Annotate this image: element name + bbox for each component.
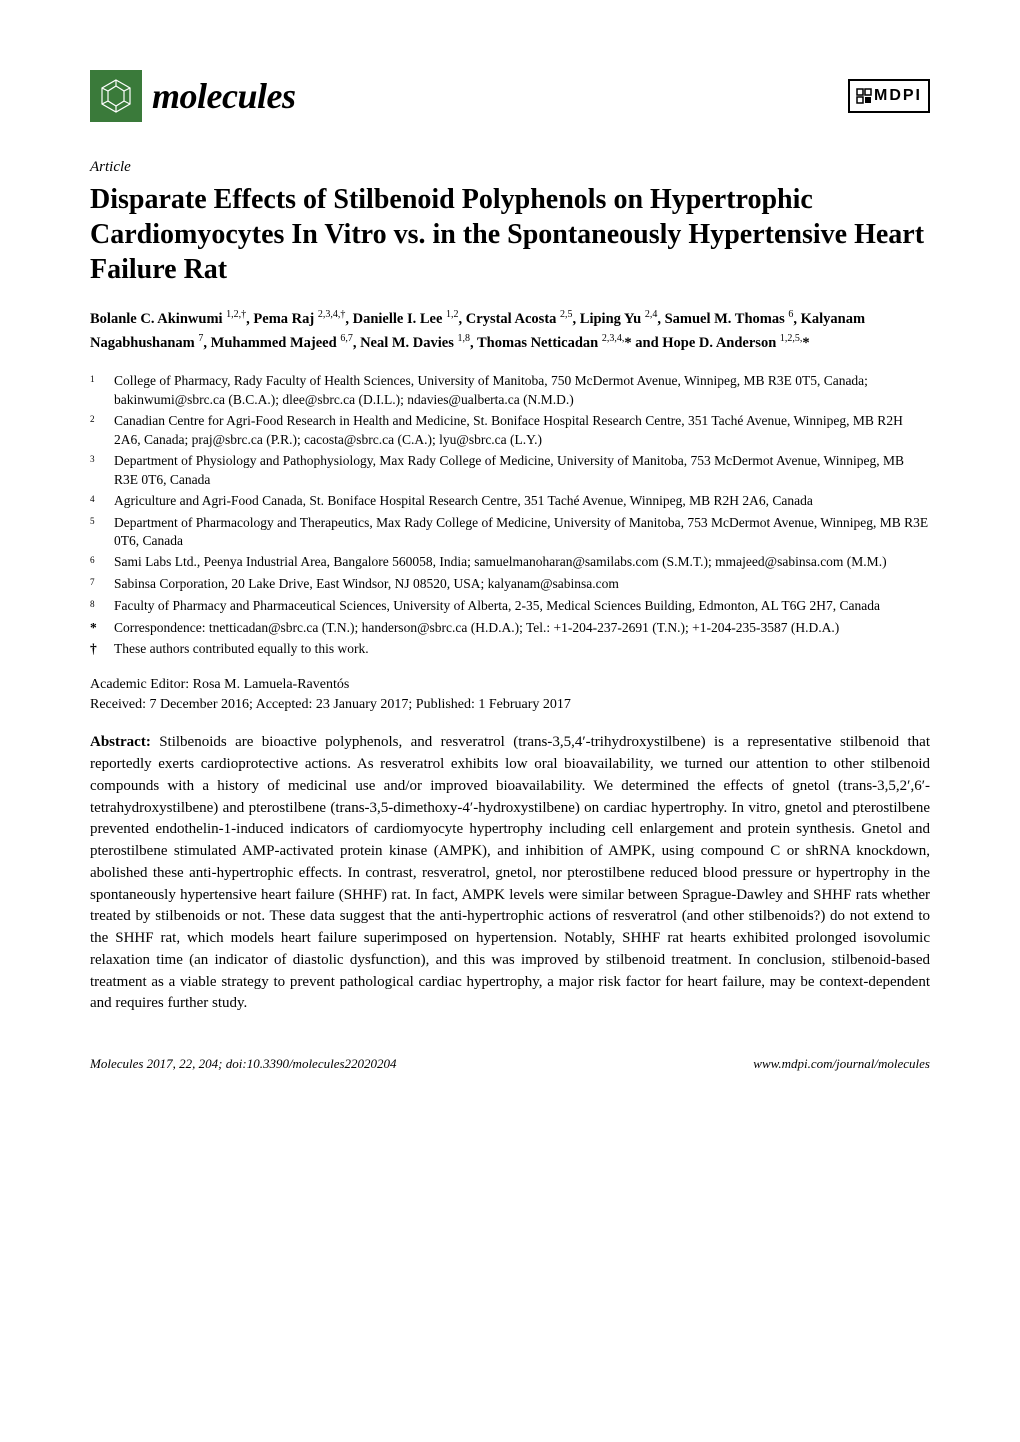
contrib-text: These authors contributed equally to thi… [114, 640, 930, 659]
affil-text: Department of Pharmacology and Therapeut… [114, 514, 930, 552]
affil-number: 1 [90, 374, 95, 384]
affiliation-item: 2 Canadian Centre for Agri-Food Research… [90, 412, 930, 450]
affiliation-item: 5 Department of Pharmacology and Therape… [90, 514, 930, 552]
page-footer: Molecules 2017, 22, 204; doi:10.3390/mol… [90, 1055, 930, 1073]
affil-number: 6 [90, 555, 95, 565]
affil-text: College of Pharmacy, Rady Faculty of Hea… [114, 372, 930, 410]
affil-text: Sami Labs Ltd., Peenya Industrial Area, … [114, 553, 930, 573]
affil-text: Sabinsa Corporation, 20 Lake Drive, East… [114, 575, 930, 595]
footer-url: www.mdpi.com/journal/molecules [753, 1055, 930, 1073]
publication-dates: Received: 7 December 2016; Accepted: 23 … [90, 695, 930, 715]
affil-text: Department of Physiology and Pathophysio… [114, 452, 930, 490]
affiliations-block: 1 College of Pharmacy, Rady Faculty of H… [90, 372, 930, 659]
affil-number: 3 [90, 454, 95, 464]
correspondence-text: Correspondence: tnetticadan@sbrc.ca (T.N… [114, 619, 930, 638]
affiliation-item: 8 Faculty of Pharmacy and Pharmaceutical… [90, 597, 930, 617]
equal-contrib-row: † These authors contributed equally to t… [90, 640, 930, 659]
article-type: Article [90, 157, 930, 178]
affiliation-item: 4 Agriculture and Agri-Food Canada, St. … [90, 492, 930, 512]
page-header: molecules MDPI [90, 70, 930, 122]
affil-text: Faculty of Pharmacy and Pharmaceutical S… [114, 597, 930, 617]
affiliation-item: 6 Sami Labs Ltd., Peenya Industrial Area… [90, 553, 930, 573]
affil-text: Agriculture and Agri-Food Canada, St. Bo… [114, 492, 930, 512]
affil-number: 2 [90, 414, 95, 424]
author-list: Bolanle C. Akinwumi 1,2,†, Pema Raj 2,3,… [90, 307, 930, 354]
affiliation-item: 7 Sabinsa Corporation, 20 Lake Drive, Ea… [90, 575, 930, 595]
affiliation-item: 3 Department of Physiology and Pathophys… [90, 452, 930, 490]
abstract-text: Stilbenoids are bioactive polyphenols, a… [90, 734, 930, 1011]
publisher-logo: MDPI [848, 79, 930, 113]
footer-citation: Molecules 2017, 22, 204; doi:10.3390/mol… [90, 1055, 397, 1073]
correspondence-mark: * [90, 619, 114, 638]
article-title: Disparate Effects of Stilbenoid Polyphen… [90, 182, 930, 287]
affil-text: Canadian Centre for Agri-Food Research i… [114, 412, 930, 450]
journal-logo: molecules [90, 70, 295, 122]
journal-name: molecules [152, 71, 295, 121]
abstract-label: Abstract: [90, 734, 151, 750]
contrib-mark: † [90, 640, 114, 659]
affil-number: 5 [90, 516, 95, 526]
affiliation-item: 1 College of Pharmacy, Rady Faculty of H… [90, 372, 930, 410]
correspondence-row: * Correspondence: tnetticadan@sbrc.ca (T… [90, 619, 930, 638]
journal-mark-icon [90, 70, 142, 122]
affil-number: 4 [90, 494, 95, 504]
affil-number: 7 [90, 577, 95, 587]
affil-number: 8 [90, 599, 95, 609]
academic-editor: Academic Editor: Rosa M. Lamuela-Raventó… [90, 675, 930, 695]
publisher-name: MDPI [874, 85, 922, 107]
publisher-mark-icon [856, 88, 872, 104]
abstract-paragraph: Abstract: Stilbenoids are bioactive poly… [90, 732, 930, 1015]
